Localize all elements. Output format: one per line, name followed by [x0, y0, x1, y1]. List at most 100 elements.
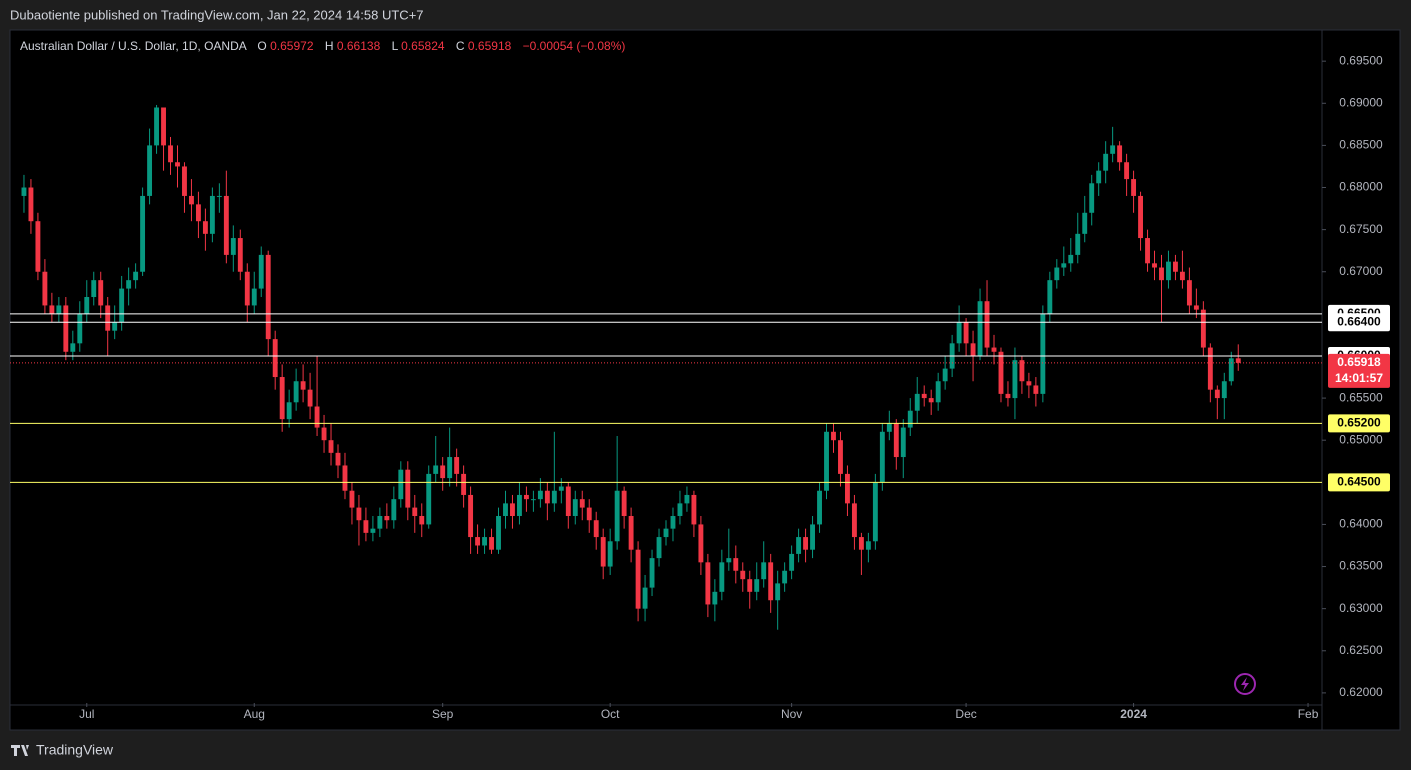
bar-countdown: 14:01:57	[1335, 371, 1383, 385]
candle-body	[789, 553, 795, 571]
symbol-title: Australian Dollar / U.S. Dollar, 1D, OAN…	[20, 39, 247, 53]
candle-body	[621, 490, 627, 517]
candle-body	[1040, 313, 1046, 394]
candle-body	[670, 516, 676, 529]
candle-body	[517, 494, 522, 517]
candle-body	[921, 393, 927, 399]
candle-body	[1103, 153, 1109, 171]
level-label-box	[1328, 473, 1390, 492]
candle-body	[489, 537, 494, 550]
candle-body	[712, 591, 718, 605]
candle-body	[900, 427, 906, 458]
candle-body	[63, 305, 69, 352]
candle-body	[230, 238, 236, 255]
candle-body	[56, 305, 62, 314]
candle-body	[579, 499, 585, 508]
candle-body	[1047, 280, 1053, 314]
candle-body	[1200, 309, 1206, 348]
candle-body	[461, 473, 467, 495]
y-tick-label: 0.67500	[1339, 222, 1383, 236]
candle-body	[244, 271, 250, 306]
candle-body	[782, 570, 788, 584]
candle-body	[440, 465, 446, 479]
candle-body	[426, 473, 432, 525]
candle-body	[370, 528, 376, 533]
candle-body	[607, 541, 613, 567]
candle-body	[286, 402, 292, 420]
candle-body	[1159, 267, 1164, 281]
candle-body	[1061, 263, 1067, 268]
candle-body	[747, 579, 753, 592]
replay-icon[interactable]	[1234, 673, 1256, 695]
candle-body	[810, 524, 815, 550]
y-tick-label: 0.67000	[1339, 264, 1383, 278]
candle-body	[1110, 145, 1116, 154]
candle-body	[677, 503, 683, 517]
level-label: 0.66400	[1337, 314, 1381, 328]
candle-body	[70, 343, 76, 352]
candle-body	[363, 520, 369, 533]
candle-body	[523, 494, 529, 500]
candle-body	[356, 507, 362, 521]
candle-body	[914, 393, 920, 411]
candle-body	[886, 423, 892, 432]
y-tick-label: 0.64000	[1339, 517, 1383, 531]
candle-body	[307, 389, 313, 407]
candle-body	[412, 507, 418, 517]
candle-body	[1082, 212, 1088, 234]
candle-body	[872, 482, 878, 542]
legend: Australian Dollar / U.S. Dollar, 1D, OAN…	[20, 39, 625, 53]
candle-body	[726, 558, 732, 563]
candle-body	[335, 452, 341, 466]
candle-body	[209, 195, 215, 234]
candle-body	[754, 579, 760, 592]
candle-body	[168, 145, 173, 163]
candle-body	[1145, 238, 1150, 264]
level-label: 0.64500	[1337, 474, 1381, 488]
candle-body	[237, 238, 243, 272]
candle-body	[189, 195, 194, 205]
candle-body	[1096, 170, 1102, 184]
candle-body	[98, 280, 104, 306]
candle-body	[977, 301, 983, 356]
candle-body	[684, 494, 690, 504]
candle-body	[272, 339, 278, 378]
candle-body	[551, 490, 557, 504]
level-label: 0.65200	[1337, 416, 1381, 430]
candle-body	[91, 280, 97, 298]
candle-body	[112, 322, 118, 331]
chart-pane	[9, 29, 1401, 731]
candle-body	[279, 377, 285, 420]
candle-body	[84, 297, 90, 314]
candle-body	[349, 490, 355, 508]
candle-body	[845, 473, 850, 504]
candle-body	[447, 457, 453, 479]
candle-body	[454, 457, 460, 474]
candle-body	[691, 494, 697, 525]
candle-body	[216, 195, 222, 197]
legend-label: H	[325, 39, 334, 53]
candle-body	[77, 313, 83, 344]
candle-body	[496, 516, 501, 550]
candle-body	[140, 195, 146, 272]
candle-body	[956, 322, 962, 344]
candle-body	[831, 431, 836, 441]
candle-body	[300, 381, 306, 390]
candle-body	[858, 537, 864, 550]
y-tick-label: 0.69500	[1339, 53, 1383, 67]
candle-body	[1054, 267, 1060, 281]
y-tick-label: 0.69000	[1339, 95, 1383, 109]
brand[interactable]: TradingView	[11, 742, 114, 758]
candle-body	[419, 516, 425, 525]
candle-body	[342, 465, 348, 491]
candle-body	[405, 469, 411, 508]
level-label-box	[1328, 313, 1390, 332]
x-tick-label: Jul	[79, 707, 94, 721]
candle-body	[503, 503, 508, 517]
candle-body	[635, 549, 641, 609]
candle-body	[21, 187, 27, 196]
candle-body	[1214, 389, 1220, 399]
y-tick-label: 0.62000	[1339, 685, 1383, 699]
